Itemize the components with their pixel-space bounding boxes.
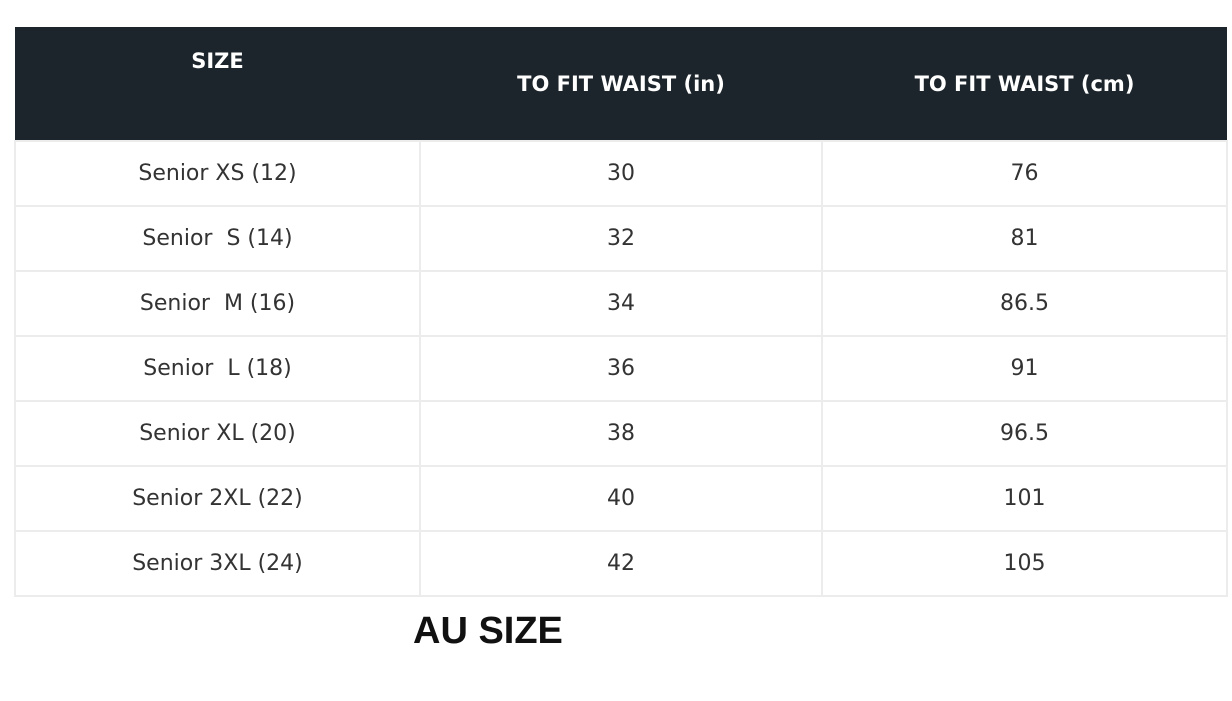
- waist-cm-cell: 105: [821, 530, 1228, 597]
- table-row: Senior XS (12) 30 76: [14, 140, 1228, 207]
- waist-cm-cell: 91: [821, 335, 1228, 402]
- size-chart-table: SIZE TO FIT WAIST (in) TO FIT WAIST (cm)…: [14, 27, 1228, 597]
- waist-in-cell: 32: [419, 205, 823, 272]
- waist-cm-cell: 101: [821, 465, 1228, 532]
- waist-in-cell: 30: [419, 140, 823, 207]
- header-size: SIZE: [15, 27, 420, 141]
- size-cell: Senior L (18): [14, 335, 421, 402]
- size-cell: Senior XS (12): [14, 140, 421, 207]
- header-waist-cm: TO FIT WAIST (cm): [822, 27, 1227, 141]
- table-row: Senior M (16) 34 86.5: [14, 270, 1228, 337]
- waist-in-cell: 38: [419, 400, 823, 467]
- waist-cm-cell: 76: [821, 140, 1228, 207]
- size-cell: Senior M (16): [14, 270, 421, 337]
- size-cell: Senior XL (20): [14, 400, 421, 467]
- chart-caption: AU SIZE: [413, 610, 563, 652]
- waist-in-cell: 40: [419, 465, 823, 532]
- waist-cm-cell: 86.5: [821, 270, 1228, 337]
- size-cell: Senior S (14): [14, 205, 421, 272]
- table-row: Senior L (18) 36 91: [14, 335, 1228, 402]
- waist-in-cell: 34: [419, 270, 823, 337]
- table-row: Senior 3XL (24) 42 105: [14, 530, 1228, 597]
- size-cell: Senior 2XL (22): [14, 465, 421, 532]
- header-waist-in: TO FIT WAIST (in): [420, 27, 822, 141]
- header-row: SIZE TO FIT WAIST (in) TO FIT WAIST (cm): [15, 27, 1227, 141]
- waist-cm-cell: 81: [821, 205, 1228, 272]
- table-row: Senior XL (20) 38 96.5: [14, 400, 1228, 467]
- size-cell: Senior 3XL (24): [14, 530, 421, 597]
- table-row: Senior S (14) 32 81: [14, 205, 1228, 272]
- waist-in-cell: 36: [419, 335, 823, 402]
- waist-cm-cell: 96.5: [821, 400, 1228, 467]
- waist-in-cell: 42: [419, 530, 823, 597]
- table-row: Senior 2XL (22) 40 101: [14, 465, 1228, 532]
